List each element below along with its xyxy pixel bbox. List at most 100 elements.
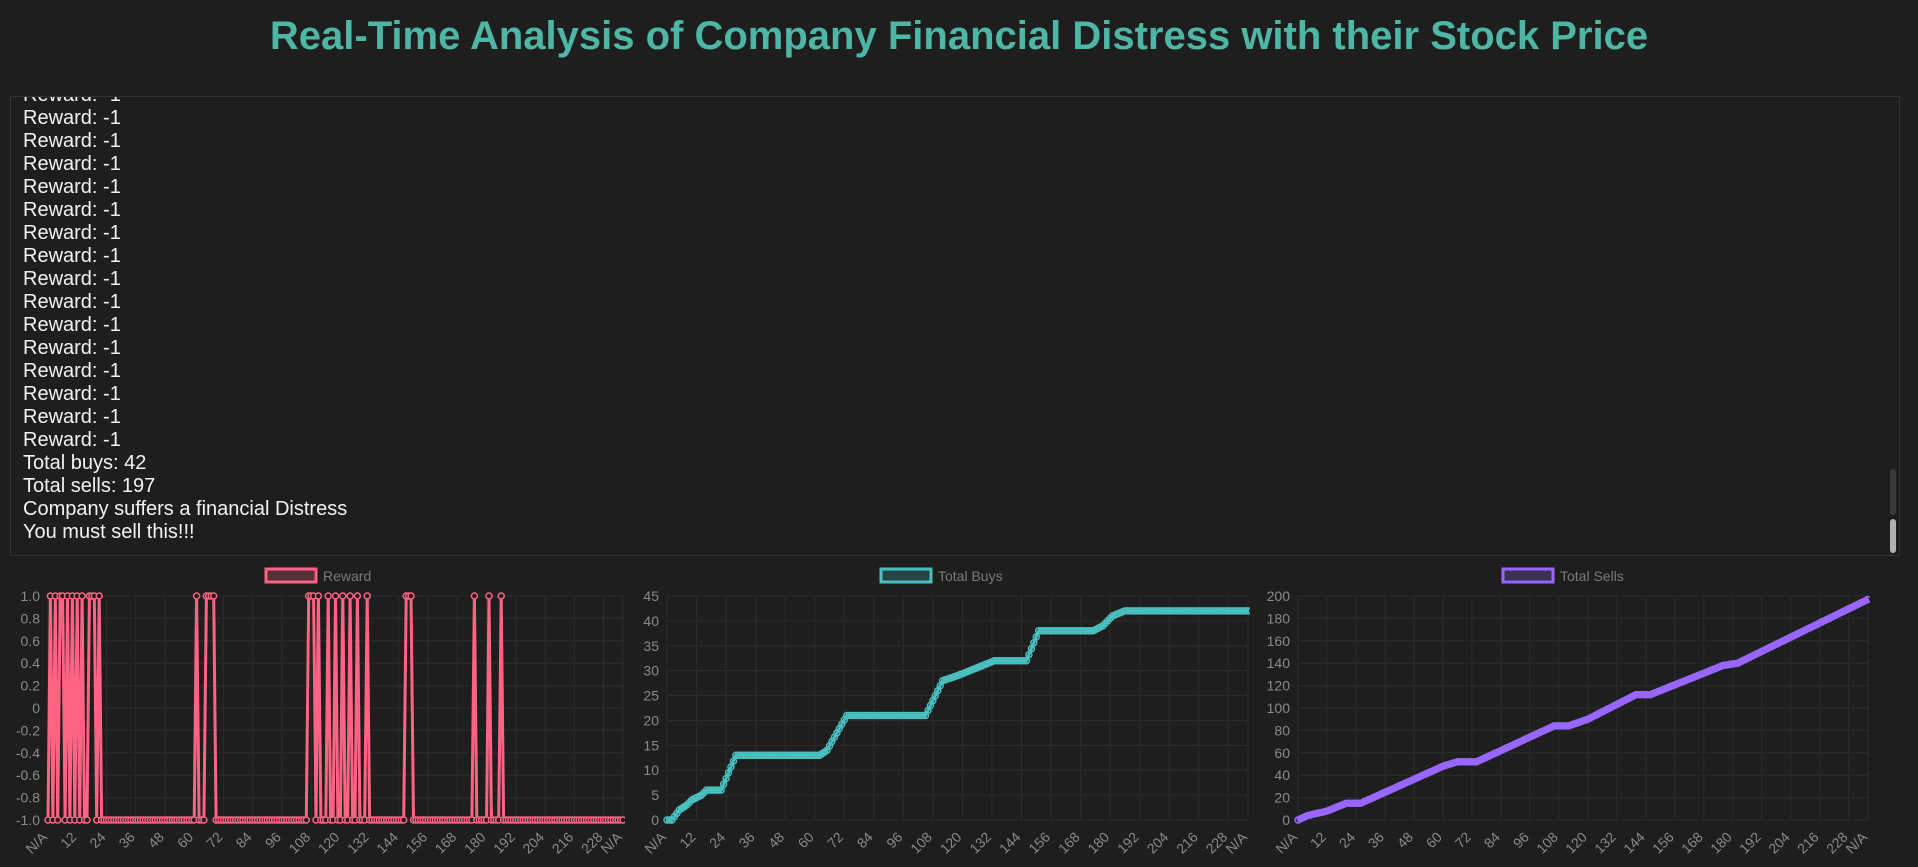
log-line: Total buys: 42 — [23, 452, 147, 474]
data-point — [1182, 607, 1191, 615]
data-point — [1229, 607, 1237, 615]
data-point — [1163, 607, 1171, 615]
data-point — [1020, 656, 1028, 665]
log-panel[interactable]: Reward: -1 Reward: -1 Reward: -1 Reward: -1… — [10, 96, 1900, 556]
y-tick-label: -0.6 — [16, 767, 40, 783]
data-point — [1165, 607, 1173, 615]
data-point — [1463, 758, 1471, 766]
data-point — [882, 711, 890, 720]
data-point — [1025, 650, 1033, 659]
data-point — [702, 786, 711, 794]
x-tick-label: 132 — [1591, 829, 1619, 857]
x-tick-label: 168 — [1678, 829, 1706, 857]
data-point — [862, 711, 871, 720]
total-sells-chart[interactable]: Total Sells 200 180 160 140 120 100 80 60 40 20 0 N/… — [1250, 560, 1870, 867]
data-point — [1059, 627, 1068, 635]
data-point — [1062, 627, 1070, 635]
legend-item[interactable]: Reward — [264, 567, 371, 584]
log-scrollbar[interactable] — [1889, 97, 1897, 555]
log-line: Reward: -1 — [23, 245, 121, 267]
data-point — [1030, 639, 1038, 647]
chart-svg: Total Sells200180160140120100806040200N/… — [1267, 567, 1870, 857]
data-point — [766, 751, 775, 760]
data-point — [801, 751, 809, 760]
total-buys-chart[interactable]: Total Buys 45 40 35 30 25 20 15 10 5 0 N/A 12 24 36 48 6… — [625, 560, 1250, 867]
data-point — [1185, 607, 1193, 615]
log-line: Reward: -1 — [23, 429, 121, 451]
data-point — [1632, 690, 1640, 699]
data-point — [1349, 799, 1358, 807]
data-point — [1465, 758, 1474, 766]
data-point — [1037, 627, 1045, 635]
x-tick-label: 12 — [1307, 829, 1329, 851]
data-point — [1167, 607, 1176, 615]
data-point — [1057, 627, 1065, 635]
data-point — [990, 656, 999, 665]
data-point — [53, 816, 62, 824]
data-point — [407, 592, 415, 600]
data-point — [791, 751, 799, 760]
x-tick-label: 192 — [490, 829, 518, 857]
x-tick-label: 36 — [735, 829, 757, 851]
data-point — [1456, 758, 1464, 766]
data-point — [734, 751, 743, 760]
data-point — [1222, 607, 1230, 615]
data-point — [1187, 607, 1196, 615]
data-point — [993, 656, 1001, 665]
data-point — [1044, 627, 1053, 635]
reward-chart[interactable]: Reward 1.0 0.8 0.6 0.4 0.2 0 -0.2 -0.4 -0.6 -0.8 -1… — [10, 560, 625, 867]
data-point — [200, 816, 208, 824]
data-point — [1000, 656, 1009, 665]
log-line: Reward: -1 — [23, 360, 121, 382]
data-point — [1064, 627, 1073, 635]
data-point — [1234, 607, 1242, 615]
x-tick-label: 180 — [1707, 829, 1735, 857]
log-scrollbar-thumb[interactable] — [1890, 519, 1896, 553]
data-point — [998, 656, 1006, 665]
y-tick-label: 0 — [1282, 812, 1290, 828]
data-point — [892, 711, 900, 720]
x-tick-label: 36 — [1365, 829, 1387, 851]
data-point — [897, 711, 905, 720]
data-point — [1131, 607, 1139, 615]
data-point — [739, 751, 748, 760]
data-point — [663, 816, 671, 824]
x-tick-label: 144 — [996, 829, 1024, 857]
x-tick-label: N/A — [641, 828, 669, 856]
x-tick-label: 216 — [549, 829, 577, 857]
data-point — [1199, 607, 1208, 615]
data-point — [1079, 627, 1087, 635]
data-point — [1197, 607, 1205, 615]
y-tick-label: 80 — [1274, 722, 1290, 738]
data-point — [1458, 758, 1466, 766]
data-point — [877, 711, 885, 720]
data-point — [727, 763, 735, 771]
data-point — [1074, 627, 1082, 635]
x-tick-label: N/A — [1222, 828, 1250, 856]
data-point — [1224, 607, 1233, 615]
x-tick-label: 180 — [461, 829, 489, 857]
x-tick-label: 204 — [1144, 829, 1172, 857]
x-tick-label: N/A — [597, 828, 625, 856]
legend-item[interactable]: Total Sells — [1501, 567, 1624, 584]
y-tick-label: 15 — [643, 737, 659, 753]
data-point — [746, 751, 755, 760]
legend-item[interactable]: Total Buys — [879, 567, 1003, 584]
log-line: Company suffers a financial Distress — [23, 498, 348, 520]
data-point — [192, 592, 201, 600]
data-point — [879, 711, 888, 720]
data-point — [1133, 607, 1141, 615]
data-point — [1217, 607, 1225, 615]
data-point — [764, 751, 772, 760]
x-tick-label: 84 — [232, 829, 254, 851]
data-point — [870, 711, 878, 720]
data-point — [1453, 758, 1462, 766]
x-tick-label: 96 — [1510, 829, 1532, 851]
data-point — [1212, 607, 1220, 615]
x-tick-label: N/A — [1272, 828, 1300, 856]
log-line: Reward: -1 — [23, 222, 121, 244]
data-point — [889, 711, 898, 720]
data-point — [1239, 607, 1247, 615]
data-point — [1140, 607, 1149, 615]
